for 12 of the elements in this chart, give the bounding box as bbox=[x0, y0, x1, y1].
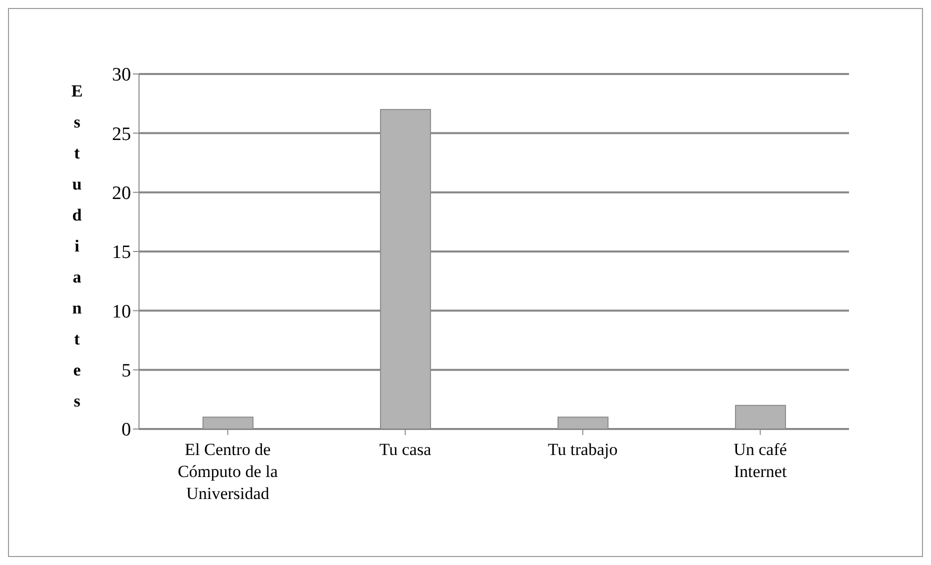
y-tick-label: 0 bbox=[122, 420, 131, 441]
text: Estudiantes bbox=[71, 82, 83, 410]
y-tick-label: 25 bbox=[112, 124, 131, 145]
y-tick-label: 20 bbox=[112, 183, 131, 204]
x-tick-label: Tu trabajo bbox=[548, 440, 618, 459]
x-tick-label: Un café Internet bbox=[734, 440, 787, 481]
y-tick-label: 15 bbox=[112, 242, 131, 264]
x-tick-label: El Centro de Cómputo de la Universidad bbox=[178, 440, 278, 503]
y-tick-label: 30 bbox=[112, 64, 131, 86]
x-tick-label: Tu casa bbox=[379, 440, 432, 459]
y-tick-label: 5 bbox=[122, 360, 131, 382]
y-tick-label: 10 bbox=[112, 301, 131, 322]
